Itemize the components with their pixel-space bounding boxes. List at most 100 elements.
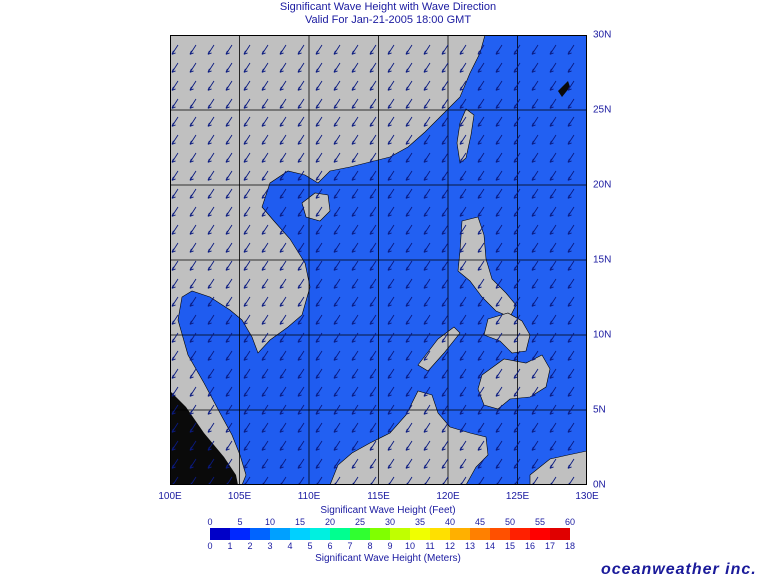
wave-arrow [513, 332, 521, 343]
wave-arrow [387, 170, 395, 181]
wave-arrow [243, 332, 251, 343]
wave-arrow [387, 116, 395, 127]
wave-arrow [531, 404, 539, 415]
wave-arrow [387, 332, 395, 343]
wave-arrow [243, 134, 251, 145]
wave-arrow [225, 260, 233, 271]
wave-arrow [189, 170, 197, 181]
x-tick-label: 125E [505, 491, 530, 502]
color-bar-segment [470, 528, 491, 540]
wave-arrow [261, 170, 269, 181]
wave-arrow [477, 422, 485, 433]
wave-arrow [207, 314, 215, 325]
wave-arrow [477, 458, 485, 469]
wave-arrow [369, 206, 377, 217]
wave-arrow [423, 458, 431, 469]
wave-arrow [189, 368, 197, 379]
land-borneo [329, 390, 489, 485]
wave-arrow [333, 206, 341, 217]
wave-arrow [297, 170, 305, 181]
wave-arrow [207, 206, 215, 217]
wave-arrow [243, 440, 251, 451]
wave-arrow [513, 296, 521, 307]
wave-arrow [423, 134, 431, 145]
wave-arrow [207, 116, 215, 127]
wave-direction-arrows [171, 44, 575, 485]
wave-arrow [351, 242, 359, 253]
wave-arrow [243, 422, 251, 433]
meter-tick-label: 8 [367, 541, 373, 551]
wave-arrow [351, 368, 359, 379]
wave-arrow [549, 44, 557, 55]
wave-arrow [351, 206, 359, 217]
wave-arrow [441, 404, 449, 415]
feet-tick-label: 60 [564, 517, 576, 527]
wave-arrow [279, 62, 287, 73]
wave-arrow [279, 80, 287, 91]
wave-arrow [477, 386, 485, 397]
wave-arrow [261, 224, 269, 235]
feet-tick-label: 25 [354, 517, 366, 527]
wave-arrow [369, 116, 377, 127]
wave-arrow [387, 422, 395, 433]
wave-arrow [315, 242, 323, 253]
wave-arrow [441, 116, 449, 127]
wave-arrow [531, 350, 539, 361]
wave-arrow [441, 44, 449, 55]
wave-arrow [261, 332, 269, 343]
wave-arrow [423, 386, 431, 397]
wave-arrow [225, 278, 233, 289]
meter-tick-label: 6 [327, 541, 333, 551]
wave-arrow [459, 134, 467, 145]
wave-arrow [351, 170, 359, 181]
wave-arrow [243, 368, 251, 379]
feet-axis-label: Significant Wave Height (Feet) [320, 505, 456, 516]
wave-arrow [441, 386, 449, 397]
feet-tick-label: 5 [237, 517, 243, 527]
wave-arrow [279, 224, 287, 235]
wave-arrow [423, 278, 431, 289]
wave-arrow [243, 206, 251, 217]
wave-arrow [225, 152, 233, 163]
wave-arrow [189, 440, 197, 451]
wave-arrow [567, 404, 575, 415]
meter-tick-label: 2 [247, 541, 253, 551]
wave-arrow [405, 296, 413, 307]
valid-time: Valid For Jan-21-2005 18:00 GMT [304, 14, 472, 26]
wave-arrow [405, 332, 413, 343]
wave-arrow [495, 62, 503, 73]
wave-arrow [405, 422, 413, 433]
wave-arrow [495, 440, 503, 451]
wave-arrow [387, 440, 395, 451]
wave-arrow [531, 386, 539, 397]
wave-arrow [495, 152, 503, 163]
wave-arrow [387, 80, 395, 91]
wave-arrow [171, 80, 179, 91]
wave-arrow [549, 260, 557, 271]
wave-arrow [513, 260, 521, 271]
wave-arrow [243, 224, 251, 235]
wave-arrow [441, 278, 449, 289]
wave-arrow [243, 314, 251, 325]
wave-arrow [207, 422, 215, 433]
wave-arrow [531, 80, 539, 91]
wave-arrow [315, 224, 323, 235]
wave-arrow [477, 242, 485, 253]
wave-arrow [333, 116, 341, 127]
wave-arrow [531, 188, 539, 199]
wave-arrow [333, 98, 341, 109]
wave-arrow [189, 458, 197, 469]
wave-arrow [513, 242, 521, 253]
wave-arrow [387, 260, 395, 271]
color-bar-segment [530, 528, 551, 540]
wave-arrow [171, 260, 179, 271]
x-tick-label: 110E [297, 491, 321, 502]
wave-arrow [549, 404, 557, 415]
wave-arrow [441, 170, 449, 181]
wave-arrow [279, 386, 287, 397]
wave-arrow [405, 440, 413, 451]
wave-arrow [189, 332, 197, 343]
color-bar-segment [290, 528, 311, 540]
wave-arrow [171, 350, 179, 361]
wave-arrow [171, 368, 179, 379]
